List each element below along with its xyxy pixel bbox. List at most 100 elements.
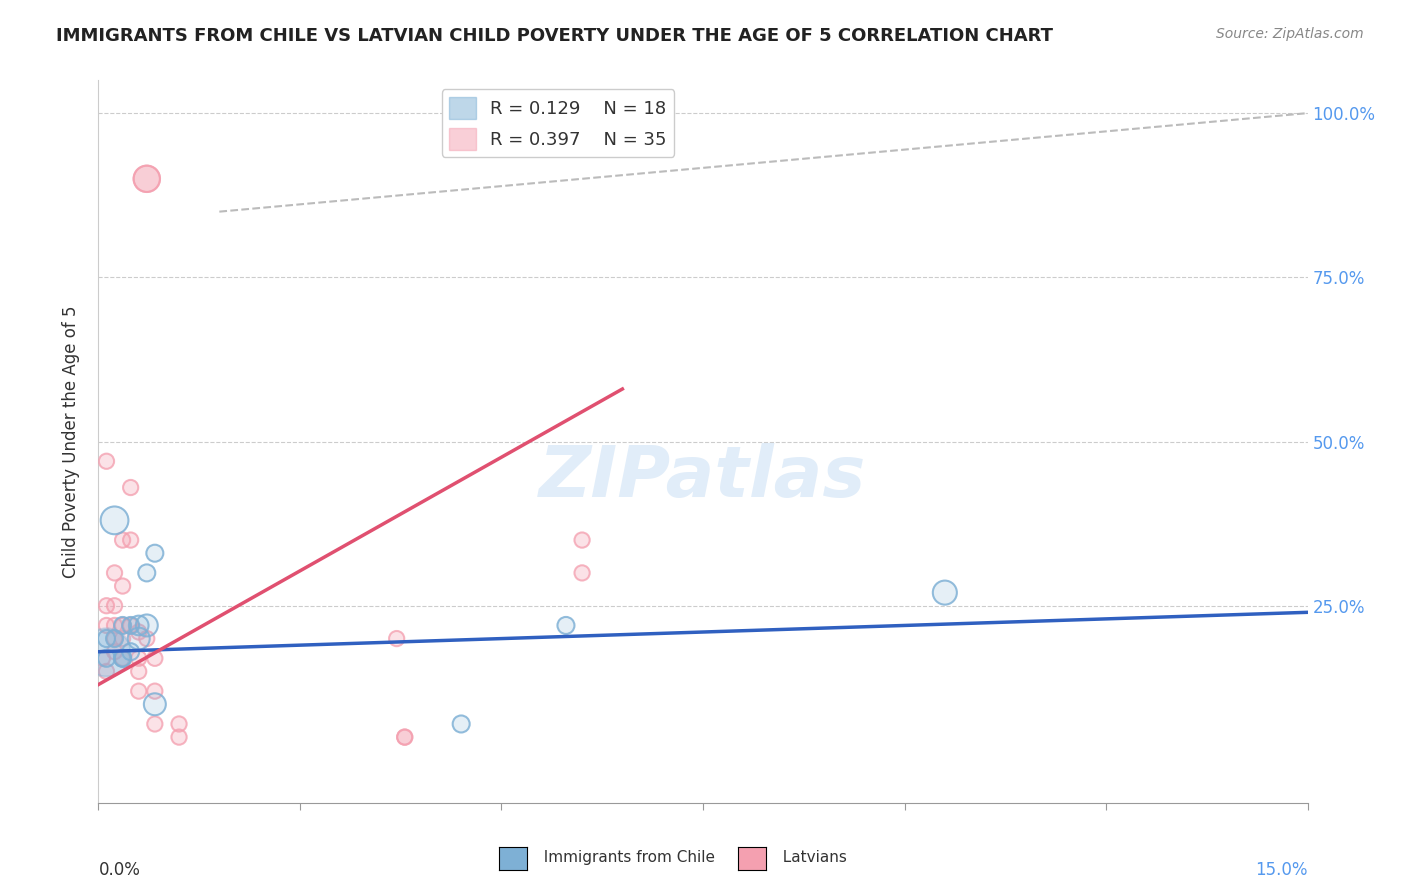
Point — [571, 533, 593, 547]
Point — [143, 717, 166, 731]
Point — [385, 632, 408, 646]
Point — [103, 645, 125, 659]
Point — [120, 481, 142, 495]
Point — [120, 618, 142, 632]
Point — [120, 533, 142, 547]
Point — [394, 730, 416, 744]
Text: ZIPatlas: ZIPatlas — [540, 443, 866, 512]
Point — [128, 632, 150, 646]
Point — [555, 618, 578, 632]
Point — [103, 618, 125, 632]
Point — [96, 618, 118, 632]
Point — [96, 599, 118, 613]
Point — [103, 599, 125, 613]
Point — [143, 651, 166, 665]
Point — [934, 585, 956, 599]
Point — [111, 533, 134, 547]
Text: Source: ZipAtlas.com: Source: ZipAtlas.com — [1216, 27, 1364, 41]
Point — [135, 632, 157, 646]
Point — [120, 533, 142, 547]
Point — [103, 632, 125, 646]
Text: Latvians: Latvians — [773, 850, 848, 865]
Point — [128, 632, 150, 646]
Point — [135, 632, 157, 646]
Point — [143, 684, 166, 698]
Point — [167, 730, 190, 744]
Point — [167, 717, 190, 731]
Point — [143, 546, 166, 560]
Point — [128, 684, 150, 698]
Point — [120, 645, 142, 659]
Point — [111, 651, 134, 665]
Point — [111, 651, 134, 665]
Point — [111, 579, 134, 593]
Point — [135, 171, 157, 186]
Point — [120, 645, 142, 659]
Point — [128, 665, 150, 679]
Y-axis label: Child Poverty Under the Age of 5: Child Poverty Under the Age of 5 — [62, 305, 80, 578]
Point — [111, 533, 134, 547]
Point — [143, 698, 166, 712]
Point — [135, 618, 157, 632]
Point — [135, 171, 157, 186]
Point — [571, 533, 593, 547]
Point — [91, 651, 114, 665]
Point — [103, 513, 125, 527]
Point — [111, 632, 134, 646]
Legend: R = 0.129    N = 18, R = 0.397    N = 35: R = 0.129 N = 18, R = 0.397 N = 35 — [441, 89, 673, 157]
Point — [96, 632, 118, 646]
Point — [450, 717, 472, 731]
Point — [135, 566, 157, 580]
Point — [96, 454, 118, 468]
Point — [111, 618, 134, 632]
Point — [96, 618, 118, 632]
Point — [96, 454, 118, 468]
Point — [120, 618, 142, 632]
Point — [128, 684, 150, 698]
Point — [167, 730, 190, 744]
Point — [934, 585, 956, 599]
Point — [128, 618, 150, 632]
Point — [555, 618, 578, 632]
Point — [143, 546, 166, 560]
Text: IMMIGRANTS FROM CHILE VS LATVIAN CHILD POVERTY UNDER THE AGE OF 5 CORRELATION CH: IMMIGRANTS FROM CHILE VS LATVIAN CHILD P… — [56, 27, 1053, 45]
Point — [571, 566, 593, 580]
Point — [394, 730, 416, 744]
Point — [103, 632, 125, 646]
Point — [91, 651, 114, 665]
Point — [111, 651, 134, 665]
Point — [103, 513, 125, 527]
Point — [128, 651, 150, 665]
Point — [111, 651, 134, 665]
Point — [394, 730, 416, 744]
Point — [385, 632, 408, 646]
Point — [111, 651, 134, 665]
Point — [103, 645, 125, 659]
Text: 0.0%: 0.0% — [98, 861, 141, 879]
Point — [96, 651, 118, 665]
Point — [103, 566, 125, 580]
Point — [450, 717, 472, 731]
Point — [143, 651, 166, 665]
Point — [128, 625, 150, 640]
Point — [128, 651, 150, 665]
Point — [103, 632, 125, 646]
Text: 15.0%: 15.0% — [1256, 861, 1308, 879]
Point — [120, 618, 142, 632]
Point — [571, 566, 593, 580]
Point — [394, 730, 416, 744]
Point — [135, 618, 157, 632]
Point — [128, 625, 150, 640]
Point — [96, 645, 118, 659]
Point — [96, 599, 118, 613]
Point — [103, 599, 125, 613]
Point — [111, 618, 134, 632]
Point — [111, 651, 134, 665]
Point — [167, 717, 190, 731]
Point — [103, 618, 125, 632]
Point — [111, 579, 134, 593]
Point — [96, 665, 118, 679]
Point — [96, 632, 118, 646]
Point — [128, 665, 150, 679]
Point — [96, 651, 118, 665]
